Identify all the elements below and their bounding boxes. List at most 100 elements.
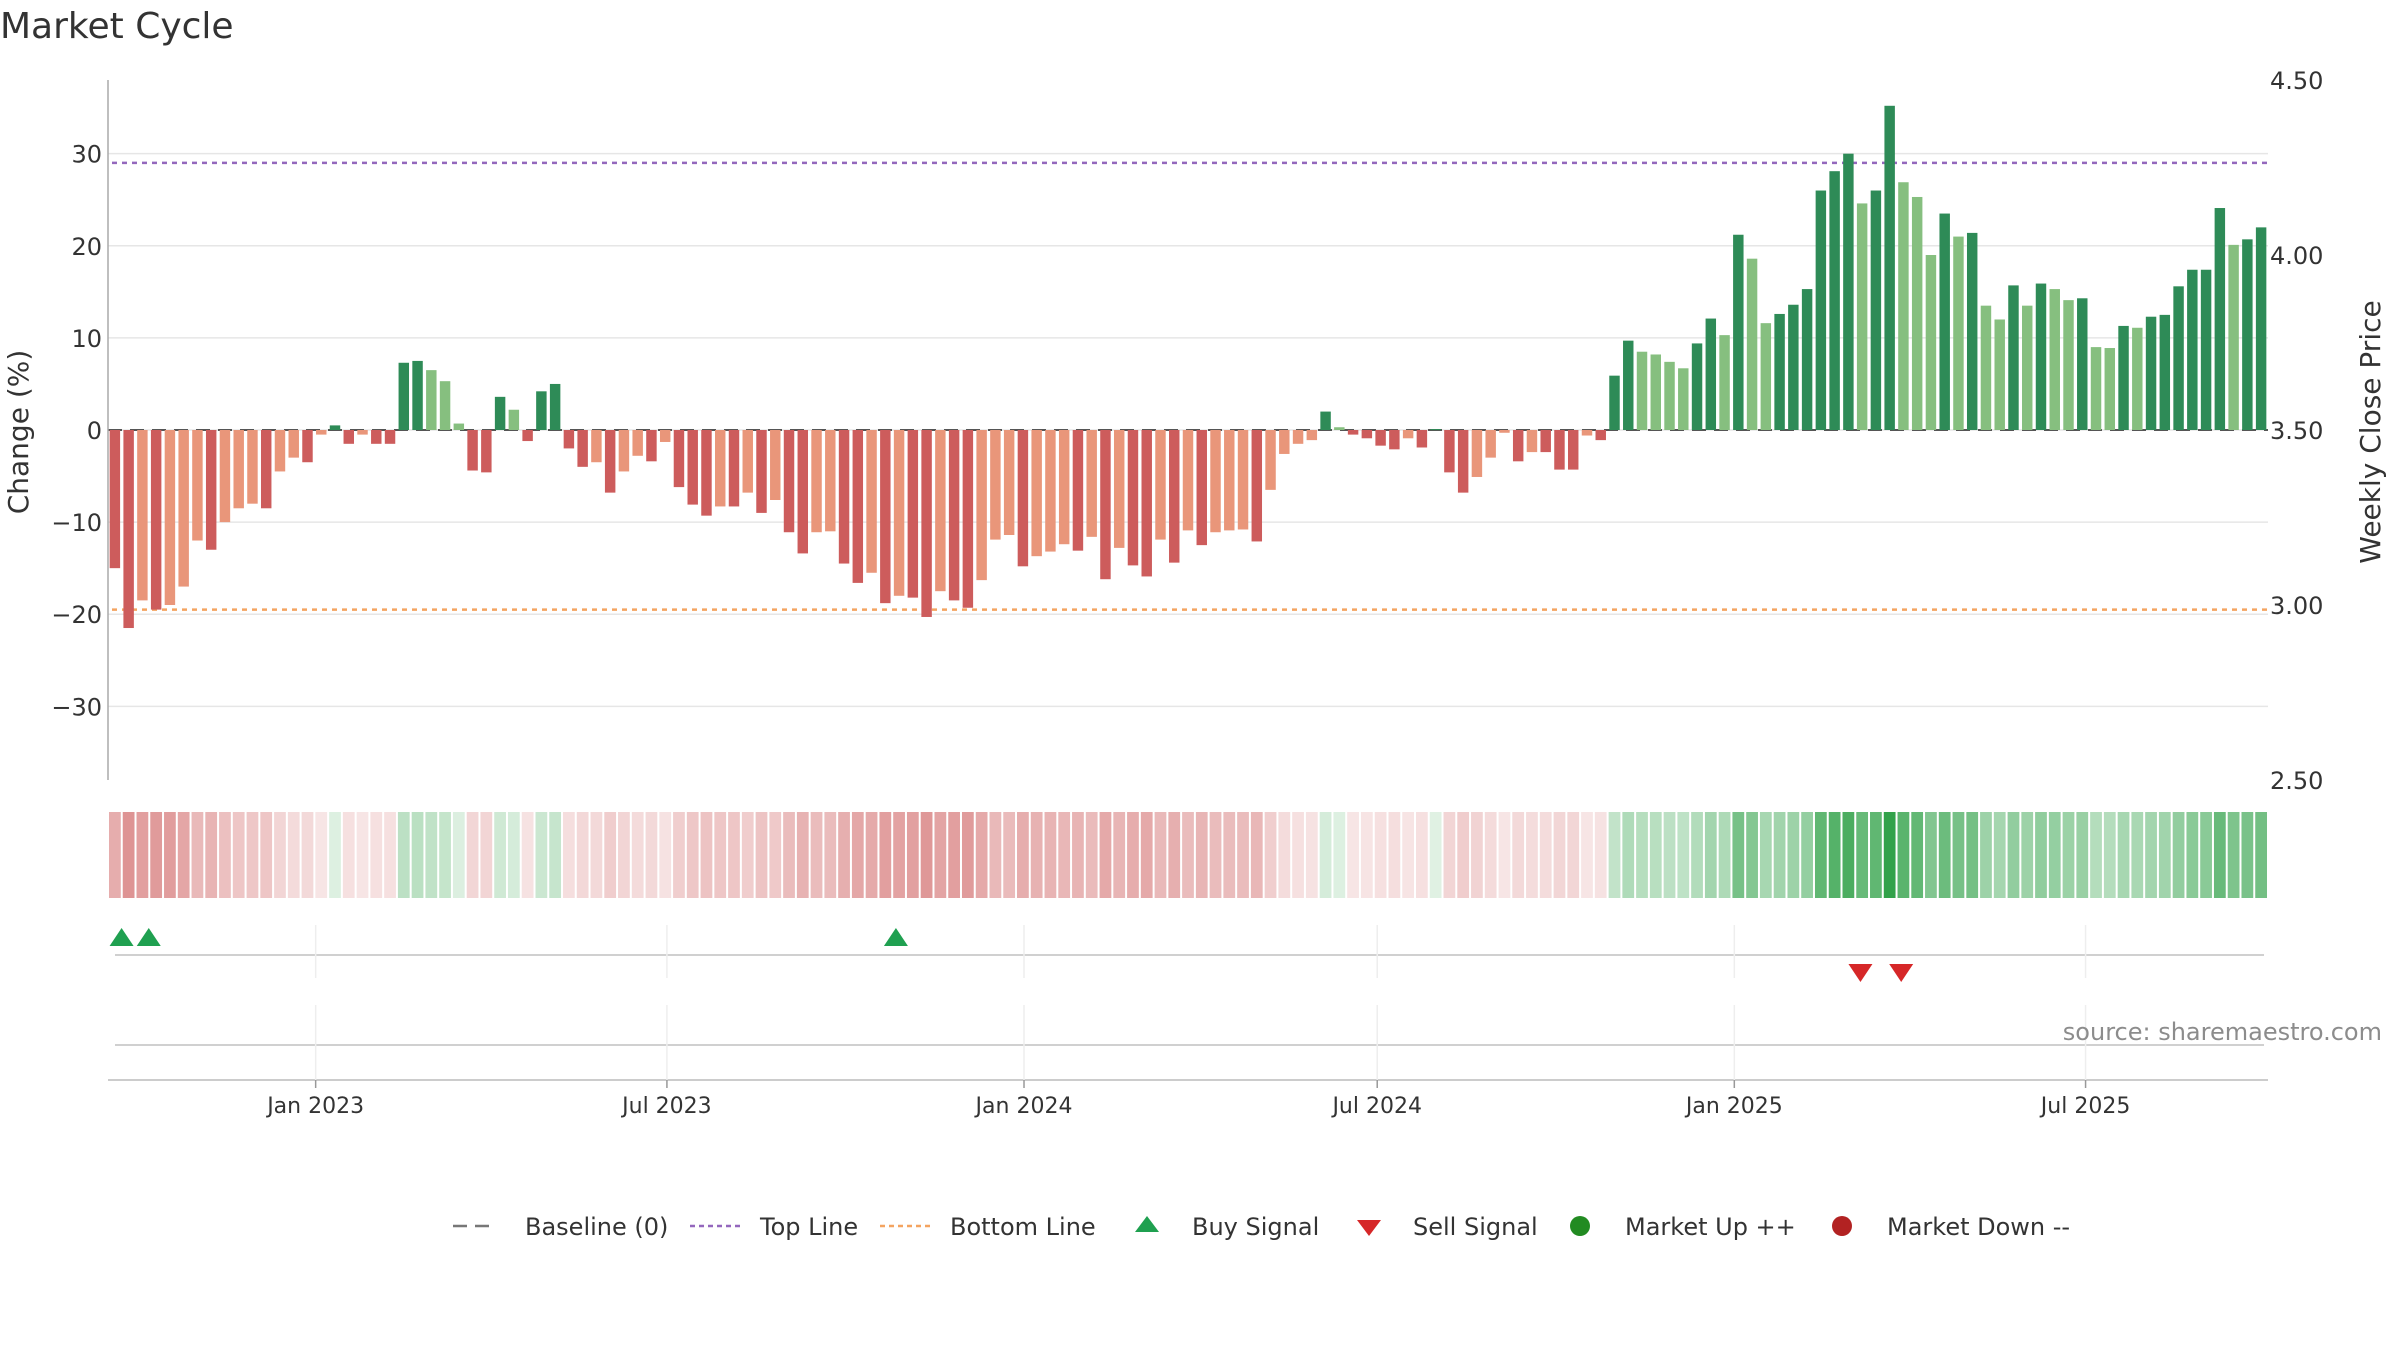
heat-cell	[659, 812, 672, 898]
change-bar	[563, 430, 575, 449]
legend-label: Market Up ++	[1625, 1213, 1796, 1241]
heat-cell	[714, 812, 727, 898]
change-bar	[715, 430, 726, 507]
heat-cell	[989, 812, 1002, 898]
heat-cell	[576, 812, 589, 898]
change-bar	[2132, 327, 2143, 430]
change-bar	[646, 430, 657, 462]
y-tick-label: −20	[51, 601, 102, 629]
down-triangle-icon	[1357, 1220, 1381, 1236]
change-bar	[109, 430, 121, 569]
change-bar	[2077, 298, 2088, 430]
heat-cell	[1553, 812, 1566, 898]
heat-cell	[2131, 812, 2144, 898]
change-bar	[1100, 430, 1111, 580]
change-bar	[1430, 429, 1441, 431]
change-bar	[618, 430, 630, 472]
change-bar	[1444, 430, 1455, 473]
heat-cell	[549, 812, 562, 898]
change-bar	[756, 430, 767, 513]
change-bar	[1182, 430, 1194, 531]
heat-cell	[851, 812, 864, 898]
change-bar	[1113, 430, 1125, 548]
buy-signal-marker	[109, 928, 134, 946]
heat-cell	[219, 812, 231, 898]
change-bar	[825, 430, 836, 532]
heat-cell	[1237, 812, 1249, 898]
change-bar	[219, 430, 231, 523]
heat-cell	[796, 812, 809, 898]
heat-cell	[2241, 812, 2254, 898]
change-bar	[2118, 325, 2129, 430]
change-bar	[371, 430, 382, 444]
heat-cell	[810, 812, 823, 898]
change-bar	[343, 430, 354, 444]
change-bar	[522, 430, 533, 442]
legend-item: Baseline (0)	[453, 1213, 668, 1241]
change-bars	[109, 105, 2267, 629]
heat-cell	[1471, 812, 1483, 898]
change-bar	[247, 430, 258, 504]
change-bar	[852, 430, 864, 583]
heat-cell	[397, 812, 410, 898]
heat-cell	[755, 812, 768, 898]
change-bar	[673, 430, 685, 488]
heat-cell	[631, 812, 644, 898]
heat-cell	[618, 812, 630, 898]
heat-cell	[1498, 812, 1511, 898]
heat-cell	[1333, 812, 1346, 898]
heat-cell	[466, 812, 479, 898]
change-bar	[1072, 430, 1084, 551]
change-bar	[1402, 430, 1414, 439]
legend-item: Buy Signal	[1135, 1213, 1319, 1241]
heat-cell	[1388, 812, 1401, 898]
change-bar	[990, 430, 1001, 540]
change-bar	[412, 360, 423, 430]
change-bar	[2200, 269, 2212, 430]
change-bar	[2008, 285, 2019, 430]
heat-cell	[824, 812, 837, 898]
heat-cell	[1457, 812, 1470, 898]
heat-cell	[1980, 812, 1992, 898]
source-credit: source: sharemaestro.com	[2063, 1018, 2382, 1046]
heat-cell	[1636, 812, 1648, 898]
heat-cell	[1594, 812, 1607, 898]
heat-cell	[741, 812, 754, 898]
change-bar	[1595, 430, 1606, 441]
change-bar	[1210, 430, 1221, 533]
chart-title: Market Cycle	[0, 6, 234, 47]
heat-cell	[274, 812, 286, 898]
heat-cell	[1250, 812, 1263, 898]
change-bar	[1801, 289, 1813, 430]
y-tick-label: 10	[71, 325, 102, 353]
heat-cell	[150, 812, 163, 898]
heat-cell	[1718, 812, 1731, 898]
change-bar	[316, 430, 327, 435]
y2-tick-label: 2.50	[2270, 767, 2323, 795]
change-bar	[1306, 430, 1318, 441]
change-bar	[2022, 305, 2033, 430]
change-bar	[1939, 213, 1950, 430]
heat-cell	[1484, 812, 1497, 898]
change-bar	[2159, 314, 2171, 430]
change-bar	[233, 430, 244, 509]
heat-cell	[1581, 812, 1593, 898]
change-bar	[2104, 348, 2116, 430]
heat-cell	[948, 812, 960, 898]
change-bar	[1623, 340, 1634, 430]
change-bar	[1664, 361, 1675, 430]
buy-signal-marker	[136, 928, 161, 946]
heat-cell	[1993, 812, 2006, 898]
sell-signal-marker	[1848, 964, 1873, 982]
change-bar	[123, 430, 134, 629]
change-bar	[192, 430, 203, 541]
change-bar	[1911, 196, 1923, 430]
change-bar	[1416, 430, 1428, 448]
change-bar	[687, 430, 698, 505]
heat-cell	[1140, 812, 1153, 898]
heat-cell	[1883, 812, 1896, 898]
change-bar	[935, 430, 946, 592]
change-bar	[1169, 430, 1180, 563]
heat-cell	[1374, 812, 1387, 898]
heat-cell	[1113, 812, 1126, 898]
